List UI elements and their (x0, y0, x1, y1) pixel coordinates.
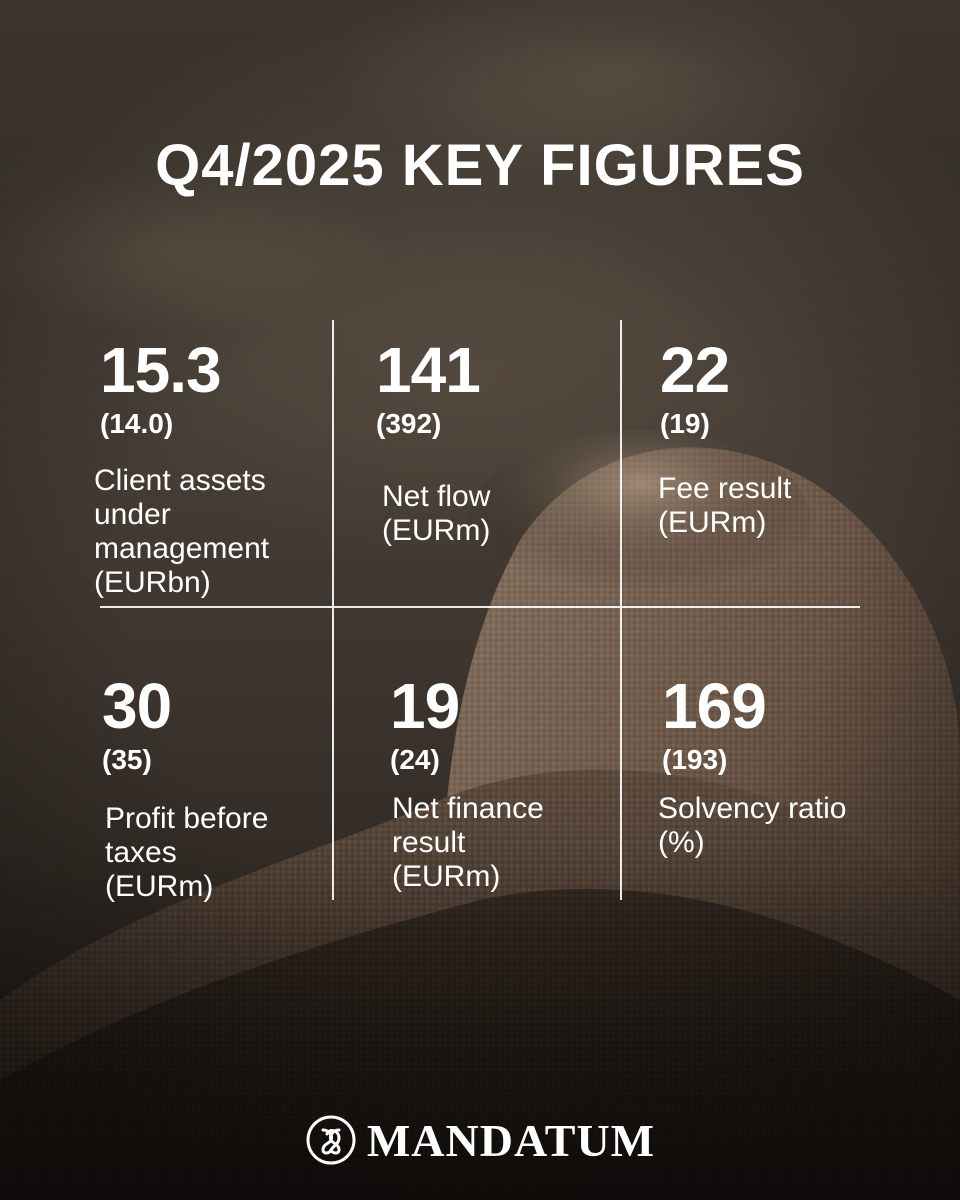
grid-divider-horizontal (100, 606, 860, 608)
figure-label: Solvency ratio (%) (658, 792, 847, 859)
figure-previous: (24) (390, 744, 440, 775)
figure-client-assets: 15.3 (14.0) Client assets under manageme… (94, 334, 269, 600)
figure-previous: (35) (102, 744, 152, 775)
grid-divider-vertical-right (620, 320, 622, 900)
figure-value: 22 (660, 334, 730, 406)
figure-value: 169 (662, 670, 767, 742)
figure-label: Client assets under management (EURbn) (94, 464, 270, 599)
figure-previous: (193) (662, 744, 728, 775)
figure-net-flow: 141 (392) Net flow (EURm) (376, 338, 490, 548)
page-title: Q4/2025 KEY FIGURES (155, 133, 805, 198)
figure-value: 30 (102, 670, 172, 742)
figure-label: Net flow (EURm) (382, 480, 491, 547)
figure-value: 19 (390, 670, 460, 742)
figure-previous: (19) (660, 408, 710, 439)
mandatum-knot-icon (306, 1115, 356, 1165)
figure-previous: (392) (376, 408, 442, 439)
brand-logo: MANDATUM (0, 1112, 960, 1168)
figure-value: 15.3 (100, 334, 222, 406)
figure-label: Net finance result (EURm) (392, 792, 544, 893)
grid-divider-vertical-left (332, 320, 334, 900)
figure-previous: (14.0) (100, 408, 174, 439)
figure-profit-before-taxes: 30 (35) Profit before taxes (EURm) (102, 674, 268, 904)
figure-fee-result: 22 (19) Fee result (EURm) (658, 334, 792, 540)
brand-name: MANDATUM (366, 1114, 656, 1166)
figure-label: Fee result (EURm) (658, 472, 792, 539)
figure-net-finance-result: 19 (24) Net finance result (EURm) (390, 674, 544, 894)
figure-solvency-ratio: 169 (193) Solvency ratio (%) (658, 670, 846, 860)
figure-value: 141 (376, 334, 481, 406)
figure-label: Profit before taxes (EURm) (105, 802, 269, 903)
